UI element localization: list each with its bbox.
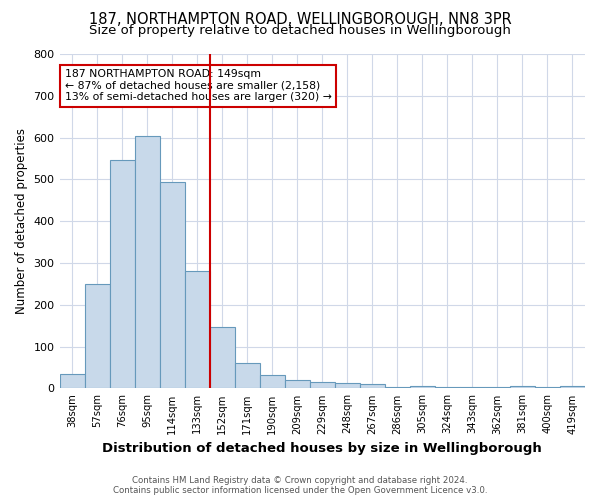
Text: 187, NORTHAMPTON ROAD, WELLINGBOROUGH, NN8 3PR: 187, NORTHAMPTON ROAD, WELLINGBOROUGH, N… [89, 12, 511, 28]
Bar [510, 386, 535, 388]
Bar [310, 382, 335, 388]
Bar [385, 387, 410, 388]
Bar [285, 380, 310, 388]
Bar [185, 272, 209, 388]
Bar [85, 284, 110, 389]
Bar [410, 386, 435, 388]
Text: Contains HM Land Registry data © Crown copyright and database right 2024.
Contai: Contains HM Land Registry data © Crown c… [113, 476, 487, 495]
Bar [535, 387, 560, 388]
Bar [360, 384, 385, 388]
Bar [485, 387, 510, 388]
Bar [110, 160, 134, 388]
Text: Size of property relative to detached houses in Wellingborough: Size of property relative to detached ho… [89, 24, 511, 37]
Bar [435, 387, 460, 388]
Bar [59, 374, 85, 388]
Bar [560, 386, 585, 388]
X-axis label: Distribution of detached houses by size in Wellingborough: Distribution of detached houses by size … [103, 442, 542, 455]
Y-axis label: Number of detached properties: Number of detached properties [15, 128, 28, 314]
Bar [460, 387, 485, 388]
Bar [260, 374, 285, 388]
Bar [209, 327, 235, 388]
Bar [235, 362, 260, 388]
Bar [160, 182, 185, 388]
Text: 187 NORTHAMPTON ROAD: 149sqm
← 87% of detached houses are smaller (2,158)
13% of: 187 NORTHAMPTON ROAD: 149sqm ← 87% of de… [65, 69, 332, 102]
Bar [335, 383, 360, 388]
Bar [134, 136, 160, 388]
